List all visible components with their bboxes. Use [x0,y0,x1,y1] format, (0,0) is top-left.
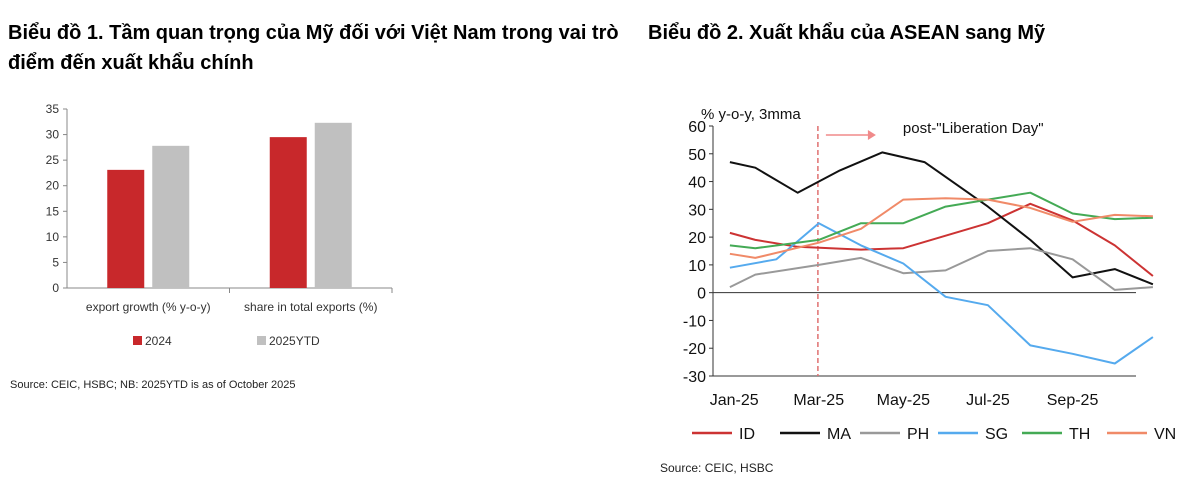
bar-2025YTD-0 [152,145,190,288]
legend-label-TH: TH [1069,426,1090,443]
legend-label-VN: VN [1154,426,1176,443]
legend-label-2025YTD: 2025YTD [269,334,320,348]
y-tick-label: -10 [683,313,706,330]
x-tick-label: Mar-25 [793,392,844,409]
x-tick-label: Jul-25 [966,392,1010,409]
series-line-ID [729,202,1154,277]
y-tick-label: 50 [688,147,706,164]
x-category-label: share in total exports (%) [244,300,377,314]
annotation-label: post-"Liberation Day" [903,120,1044,137]
series-line-MA [729,151,1154,286]
legend-label-SG: SG [985,426,1008,443]
y-tick-label: 0 [52,281,59,295]
x-tick-label: Jan-25 [710,392,759,409]
series-line-SG [729,222,1154,365]
y-tick-label: 30 [46,128,60,142]
y-tick-label: -20 [683,341,706,358]
x-tick-label: May-25 [877,392,930,409]
legend-label-MA: MA [827,426,851,443]
y-tick-label: 30 [688,202,706,219]
chart1-bar-chart: 0 5 10 15 20 25 30 35 export growth (% y-o-y) sha… [46,102,393,348]
y-tick-label: 10 [688,258,706,275]
chart1-title: Biểu đồ 1. Tầm quan trọng của Mỹ đối với… [8,22,619,74]
legend-label-ID: ID [739,426,755,443]
y-tick-label: 15 [46,204,60,218]
y-tick-label: -30 [683,369,706,386]
y-axis-label: % y-o-y, 3mma [701,106,801,123]
legend-label-PH: PH [907,426,929,443]
y-tick-label: 5 [52,255,59,269]
chart2-source: Source: CEIC, HSBC [660,461,774,475]
annotation-arrow-head [867,130,876,140]
series-line-TH [729,191,1153,250]
x-category-label: export growth (% y-o-y) [86,300,211,314]
y-tick-label: 10 [46,230,60,244]
y-tick-label: 40 [688,175,706,192]
series-line-PH [729,247,1153,291]
legend-swatch-2025YTD [257,336,266,345]
bar-2025YTD-1 [314,122,352,289]
series-line-VN [729,197,1153,259]
legend-swatch-2024 [133,336,142,345]
y-tick-label: 20 [46,179,60,193]
x-tick-label: Sep-25 [1047,392,1099,409]
y-tick-label: 35 [46,102,60,116]
y-tick-label: 0 [697,286,706,303]
legend-label-2024: 2024 [145,334,172,348]
chart1-source: Source: CEIC, HSBC; NB: 2025YTD is as of… [10,379,296,391]
y-tick-label: 60 [688,119,706,136]
chart2-line-chart: -30 -20 -10 0 10 20 30 40 50 60 Jan-25 Mar-25 May-25… [683,106,1176,443]
y-tick-label: 25 [46,153,60,167]
y-tick-label: 20 [688,230,706,247]
chart2-title: Biểu đồ 2. Xuất khẩu của ASEAN sang Mỹ [648,22,1046,44]
bar-2024-1 [269,137,307,288]
bar-2024-0 [107,169,145,288]
